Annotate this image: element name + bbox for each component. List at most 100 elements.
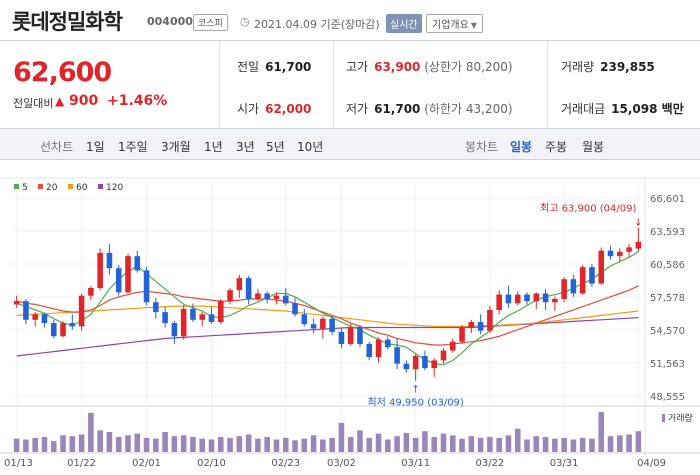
candle-body xyxy=(570,279,577,294)
volume-bar xyxy=(78,434,85,452)
candle-body xyxy=(69,323,76,327)
volume-bar xyxy=(598,412,605,452)
y-tick-label: 48,555 xyxy=(650,392,685,403)
line-chart-label: 선차트 xyxy=(40,140,74,154)
y-tick-label: 51,563 xyxy=(650,359,685,370)
volume-bar xyxy=(579,437,586,452)
volume-bar xyxy=(542,437,549,452)
chevron-down-icon: ▼ xyxy=(470,21,477,30)
candle-body xyxy=(338,331,345,344)
candle-body xyxy=(32,314,38,320)
candle-body xyxy=(496,294,502,310)
volume-bar xyxy=(153,438,159,452)
volume-bar xyxy=(570,439,577,452)
candle-body xyxy=(449,341,456,351)
up-arrow-icon: ↑ xyxy=(411,385,419,396)
volume-bar xyxy=(533,436,540,452)
x-tick-label: 01/22 xyxy=(67,458,96,469)
volume-bar xyxy=(190,437,196,452)
candle-body xyxy=(180,308,187,337)
volume-bar xyxy=(310,435,317,452)
volume-bar xyxy=(626,434,632,452)
candle-body xyxy=(394,347,400,364)
candle-body xyxy=(143,270,150,303)
candle-body xyxy=(552,298,558,303)
volume-bar xyxy=(412,437,419,452)
volume-bar xyxy=(357,430,363,452)
volume-bar xyxy=(218,437,224,452)
volume-bar xyxy=(227,437,233,452)
candle-body xyxy=(561,279,567,299)
amount-cell: 거래대금 15,098 백만 xyxy=(561,100,684,117)
y-tick-label: 66,601 xyxy=(650,194,685,205)
candle-body xyxy=(385,339,391,348)
candle-body xyxy=(310,324,317,329)
candle-body xyxy=(524,294,530,302)
candle-body xyxy=(505,294,512,304)
volume-bar xyxy=(449,435,456,452)
candle-body xyxy=(125,256,131,293)
candle-body xyxy=(375,339,382,358)
candle-body xyxy=(357,327,363,344)
period-monthly[interactable]: 월봉 xyxy=(582,140,605,154)
volume-bar xyxy=(106,432,113,452)
period-1d[interactable]: 1일 xyxy=(86,140,105,154)
up-triangle-icon: ▲ xyxy=(55,94,65,108)
volume-bar xyxy=(366,437,373,452)
volume-bar xyxy=(125,435,131,452)
candle-body xyxy=(607,250,614,257)
prev-close-value: 61,700 xyxy=(265,60,312,74)
period-3m[interactable]: 3개월 xyxy=(161,140,191,154)
period-1y[interactable]: 1년 xyxy=(204,140,223,154)
legend-label: 20 xyxy=(46,183,58,193)
period-weekly[interactable]: 주봉 xyxy=(545,140,568,154)
period-1w[interactable]: 1주일 xyxy=(118,140,148,154)
volume-bar xyxy=(199,438,206,452)
volume-legend-swatch xyxy=(662,414,665,422)
prev-close-label: 전일 xyxy=(237,60,260,74)
price-chart[interactable]: 66,601 63,593 60,586 57,578 54,570 51,563 48,5… xyxy=(0,160,700,475)
volume-bar xyxy=(134,433,141,452)
volume-bar xyxy=(13,438,20,452)
candle-body xyxy=(579,267,586,294)
period-3y[interactable]: 3년 xyxy=(236,140,255,154)
x-tick-label: 03/31 xyxy=(550,458,579,469)
divider xyxy=(333,41,334,128)
period-10y[interactable]: 10년 xyxy=(297,140,324,154)
legend-swatch xyxy=(14,184,19,189)
low-value: 61,700 xyxy=(374,102,421,116)
x-tick-label: 02/01 xyxy=(132,458,161,469)
volume-value: 239,855 xyxy=(600,60,655,74)
volume-bar xyxy=(403,432,410,452)
candle-body xyxy=(366,343,373,358)
candle-body xyxy=(626,247,632,252)
candle-body xyxy=(431,360,437,369)
y-tick-label: 60,586 xyxy=(650,260,685,271)
volume-bar xyxy=(292,440,298,452)
candle-body xyxy=(477,321,484,331)
candle-body xyxy=(255,293,261,299)
x-tick-label: 02/23 xyxy=(271,458,300,469)
divider xyxy=(547,41,548,128)
volume-bar xyxy=(180,435,187,452)
realtime-button[interactable]: 실시간 xyxy=(386,14,422,33)
company-overview-dropdown[interactable]: 기업개요 ▼ xyxy=(426,14,483,33)
candle-body xyxy=(97,252,103,288)
period-5y[interactable]: 5년 xyxy=(266,140,285,154)
volume-bar xyxy=(477,437,484,452)
x-tick-label: 03/11 xyxy=(401,458,430,469)
candle-body xyxy=(264,293,270,299)
candle-body xyxy=(106,252,113,269)
volume-bar xyxy=(459,438,465,452)
volume-bar xyxy=(635,431,642,452)
company-overview-label: 기업개요 xyxy=(432,20,469,31)
y-tick-label: 57,578 xyxy=(650,293,685,304)
as-of-date: 2021.04.09 기준(장마감) xyxy=(254,18,380,31)
volume-bar xyxy=(422,431,428,452)
volume-bar xyxy=(607,436,614,452)
volume-cell: 거래량 239,855 xyxy=(561,58,655,75)
volume-bar xyxy=(375,433,382,452)
period-daily[interactable]: 일봉 xyxy=(510,140,533,154)
upper-limit: (상한가 80,200) xyxy=(424,60,513,74)
candle-body xyxy=(60,323,66,337)
